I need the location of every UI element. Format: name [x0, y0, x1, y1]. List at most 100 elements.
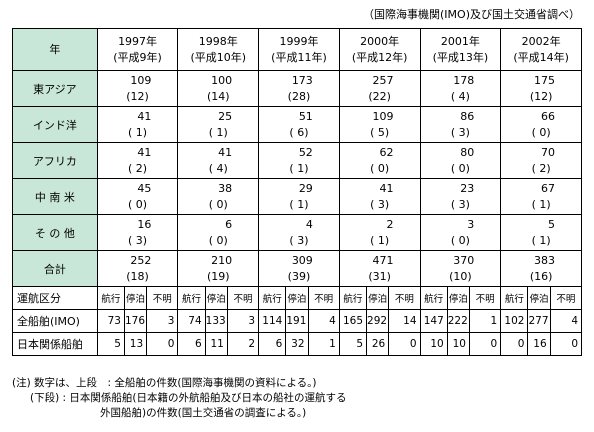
ship-status-count: 147 [419, 309, 448, 333]
japan-ships-count: ( 3) [450, 197, 470, 211]
all-ships-count: 5 [548, 217, 555, 231]
japan-ships-count: ( 0) [370, 161, 390, 175]
japan-ships-count: (22) [368, 89, 391, 103]
region-row: インド洋 41 ( 1) 25 ( 1) 51 ( 6) 109 ( 5) 86 ( 3) 66 ( 0… [12, 106, 582, 143]
region-row: 東アジア 109 (12) 100 (14) 173 (28) 257 (22) 178( 4) 1… [12, 70, 582, 107]
region-row: 中 南 米 45 ( 0) 38 ( 0) 29 ( 1) 41 ( 3) 23 ( 3) 67 ( 1… [12, 178, 582, 215]
all-ships-count: 29 [298, 181, 313, 195]
all-ships-count: 309 [291, 253, 313, 267]
status-col-header: 停泊 [285, 286, 309, 310]
ship-status-count: 3 [146, 309, 179, 333]
region-label: 合計 [12, 250, 98, 287]
japan-ships-count: ( 1) [370, 233, 390, 247]
all-ships-count: 178 [453, 73, 475, 87]
ship-status-count: 14 [388, 309, 421, 333]
japan-ships-count: ( 1) [289, 197, 309, 211]
all-ships-count: 471 [372, 253, 394, 267]
status-col-header: 不明 [549, 286, 583, 310]
all-ships-count: 175 [534, 73, 555, 87]
status-col-header: 停泊 [527, 286, 551, 310]
japan-ships-count: (18) [126, 269, 149, 283]
region-year-cell: 175 (12) [500, 70, 582, 107]
japan-ships-count: ( 4) [450, 89, 470, 103]
all-ships-count: 80 [460, 145, 475, 159]
ship-status-count: 114 [258, 309, 287, 333]
ship-status-count: 5 [96, 332, 125, 356]
region-year-cell: 471 (31) [338, 250, 421, 287]
status-col-header: 停泊 [204, 286, 228, 310]
japan-ships-count: ( 0) [208, 233, 228, 247]
status-col-header: 不明 [388, 286, 421, 310]
ship-status-count: 73 [96, 309, 125, 333]
all-ships-count: 52 [298, 145, 313, 159]
all-ships-count: 38 [218, 181, 233, 195]
region-year-cell: 52 ( 1) [258, 142, 340, 179]
status-col-header: 航行 [500, 286, 529, 310]
footnote: (注) 数字は、上段 : 全船舶の件数(国際海事機関の資料による。) (下段) … [12, 376, 347, 421]
region-year-cell: 86 ( 3) [419, 106, 502, 143]
region-row: アフリカ 41 ( 2) 41 ( 4) 52 ( 1) 62 ( 0) 80 ( 0) 70 ( 2) [12, 142, 582, 179]
japan-ships-count: ( 1) [289, 161, 309, 175]
ship-row-label: 日本関係船舶 [12, 332, 98, 356]
year-header-cell: 年 [12, 28, 98, 71]
all-ships-count: 41 [137, 145, 152, 159]
ship-row: 日本関係船舶 5 13 0 6 11 2 6 32 1 5 26 0 10 10 0 0 16 0 [12, 332, 583, 356]
all-ships-count: 173 [291, 73, 313, 87]
japan-ships-count: ( 3) [128, 233, 148, 247]
ship-status-count: 4 [549, 309, 583, 333]
japan-ships-count: ( 6) [289, 125, 309, 139]
region-year-cell: 173 (28) [258, 70, 340, 107]
ship-status-count: 0 [468, 332, 502, 356]
region-year-cell: 66 ( 0) [500, 106, 582, 143]
japan-ships-count: ( 0) [128, 197, 148, 211]
all-ships-count: 6 [225, 217, 233, 231]
ship-status-count: 0 [388, 332, 421, 356]
region-year-cell: 41 ( 3) [338, 178, 421, 215]
year-header-2002: 2002年 (平成14年) [500, 28, 582, 71]
all-ships-count: 23 [460, 181, 475, 195]
ship-status-count: 102 [500, 309, 529, 333]
ship-status-count: 16 [527, 332, 551, 356]
region-year-cell: 38 ( 0) [177, 178, 260, 215]
japan-ships-count: ( 1) [208, 125, 228, 139]
year-header-1999: 1999年 (平成11年) [258, 28, 340, 71]
all-ships-count: 70 [541, 145, 555, 159]
status-col-header: 不明 [468, 286, 502, 310]
all-ships-count: 109 [372, 109, 394, 123]
ship-status-count: 0 [500, 332, 529, 356]
footnote-line-1: (注) 数字は、上段 : 全船舶の件数(国際海事機関の資料による。) [12, 377, 317, 389]
all-ships-count: 109 [130, 73, 152, 87]
all-ships-count: 370 [453, 253, 475, 267]
region-year-cell: 109 ( 5) [338, 106, 421, 143]
japan-ships-count: (28) [287, 89, 311, 103]
region-year-cell: 41 ( 4) [177, 142, 260, 179]
status-col-header: 不明 [307, 286, 340, 310]
ship-status-count: 176 [123, 309, 148, 333]
region-label: そ の 他 [12, 214, 98, 251]
japan-ships-count: ( 1) [128, 125, 148, 139]
all-ships-count: 4 [305, 217, 313, 231]
status-col-header: 不明 [146, 286, 179, 310]
region-label: 東アジア [12, 70, 98, 107]
ship-row-label: 全船舶(IMO) [12, 309, 98, 333]
status-header-row: 運航区分 航行 停泊 不明 航行 停泊 不明 航行 停泊 不明 航行 停泊 不明 航行 停泊 不明 航行 停泊 不明 [12, 286, 583, 310]
ship-status-count: 26 [366, 332, 390, 356]
year-header-2000: 2000年 (平成12年) [338, 28, 421, 71]
ship-status-count: 10 [446, 332, 470, 356]
ship-status-count: 13 [123, 332, 148, 356]
year-header-1998: 1998年 (平成10年) [177, 28, 260, 71]
ship-row: 全船舶(IMO) 73 176 3 74 133 3 114 191 4 165 292 14 147 22… [12, 309, 583, 333]
region-year-cell: 41 ( 1) [96, 106, 179, 143]
all-ships-count: 252 [130, 253, 152, 267]
ship-status-count: 1 [307, 332, 340, 356]
ship-status-count: 3 [226, 309, 260, 333]
region-year-cell: 45 ( 0) [96, 178, 179, 215]
japan-ships-count: (12) [529, 89, 553, 103]
region-year-cell: 257 (22) [338, 70, 421, 107]
region-year-cell: 62 ( 0) [338, 142, 421, 179]
region-year-cell: 16 ( 3) [96, 214, 179, 251]
all-ships-count: 67 [541, 181, 555, 195]
ship-status-count: 6 [177, 332, 206, 356]
ship-status-count: 6 [258, 332, 287, 356]
all-ships-count: 210 [211, 253, 233, 267]
